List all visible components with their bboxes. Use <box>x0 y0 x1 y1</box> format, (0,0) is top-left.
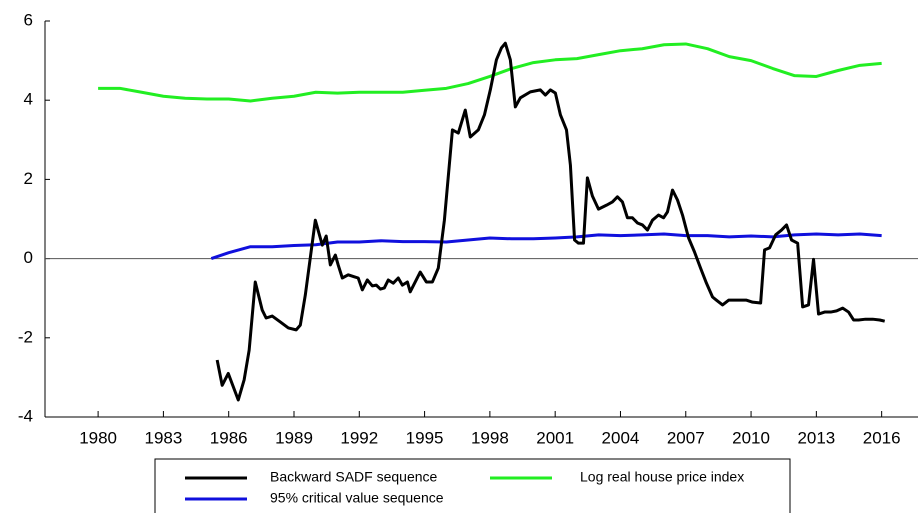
x-tick-label: 1986 <box>210 428 248 447</box>
y-tick-label: -4 <box>18 406 33 425</box>
y-tick-label: 2 <box>24 169 33 188</box>
x-tick-label: 1995 <box>406 428 444 447</box>
x-tick-label: 2001 <box>536 428 574 447</box>
y-tick-label: 4 <box>24 90 33 109</box>
x-tick-label: 1989 <box>275 428 313 447</box>
legend-label: Log real house price index <box>580 469 744 485</box>
x-tick-label: 1983 <box>144 428 182 447</box>
x-tick-label: 2013 <box>797 428 835 447</box>
x-tick-label: 2010 <box>732 428 770 447</box>
series-line <box>210 232 882 261</box>
y-tick-label: 0 <box>24 248 33 267</box>
y-tick-label: -2 <box>18 327 33 346</box>
legend-box <box>154 458 791 513</box>
x-tick-label: 1992 <box>340 428 378 447</box>
x-tick-label: 2007 <box>667 428 705 447</box>
legend-label: Backward SADF sequence <box>270 469 438 485</box>
legend-label: 95% critical value sequence <box>270 490 444 506</box>
series-line <box>98 42 882 103</box>
x-tick-label: 2016 <box>863 428 901 447</box>
x-tick-label: 1998 <box>471 428 509 447</box>
y-tick-label: 6 <box>24 10 33 29</box>
series-line <box>215 41 886 402</box>
x-tick-label: 1980 <box>79 428 117 447</box>
x-tick-label: 2004 <box>602 428 640 447</box>
